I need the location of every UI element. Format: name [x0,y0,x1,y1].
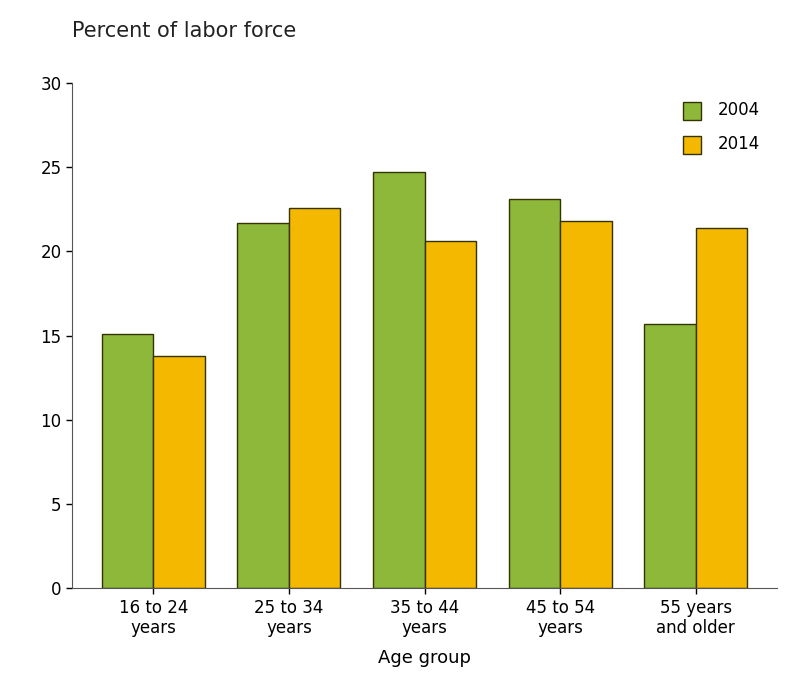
Bar [509,199,560,588]
Legend: 2004, 2014: 2004, 2014 [674,91,769,162]
Bar [425,242,476,588]
X-axis label: Age group: Age group [378,648,471,666]
Bar [695,228,747,588]
Bar [560,221,612,588]
Bar [289,208,340,588]
Bar [644,324,695,588]
Bar [373,172,425,588]
Bar [102,334,154,588]
Text: Percent of labor force: Percent of labor force [72,21,296,41]
Bar [154,356,205,588]
Bar [237,223,289,588]
